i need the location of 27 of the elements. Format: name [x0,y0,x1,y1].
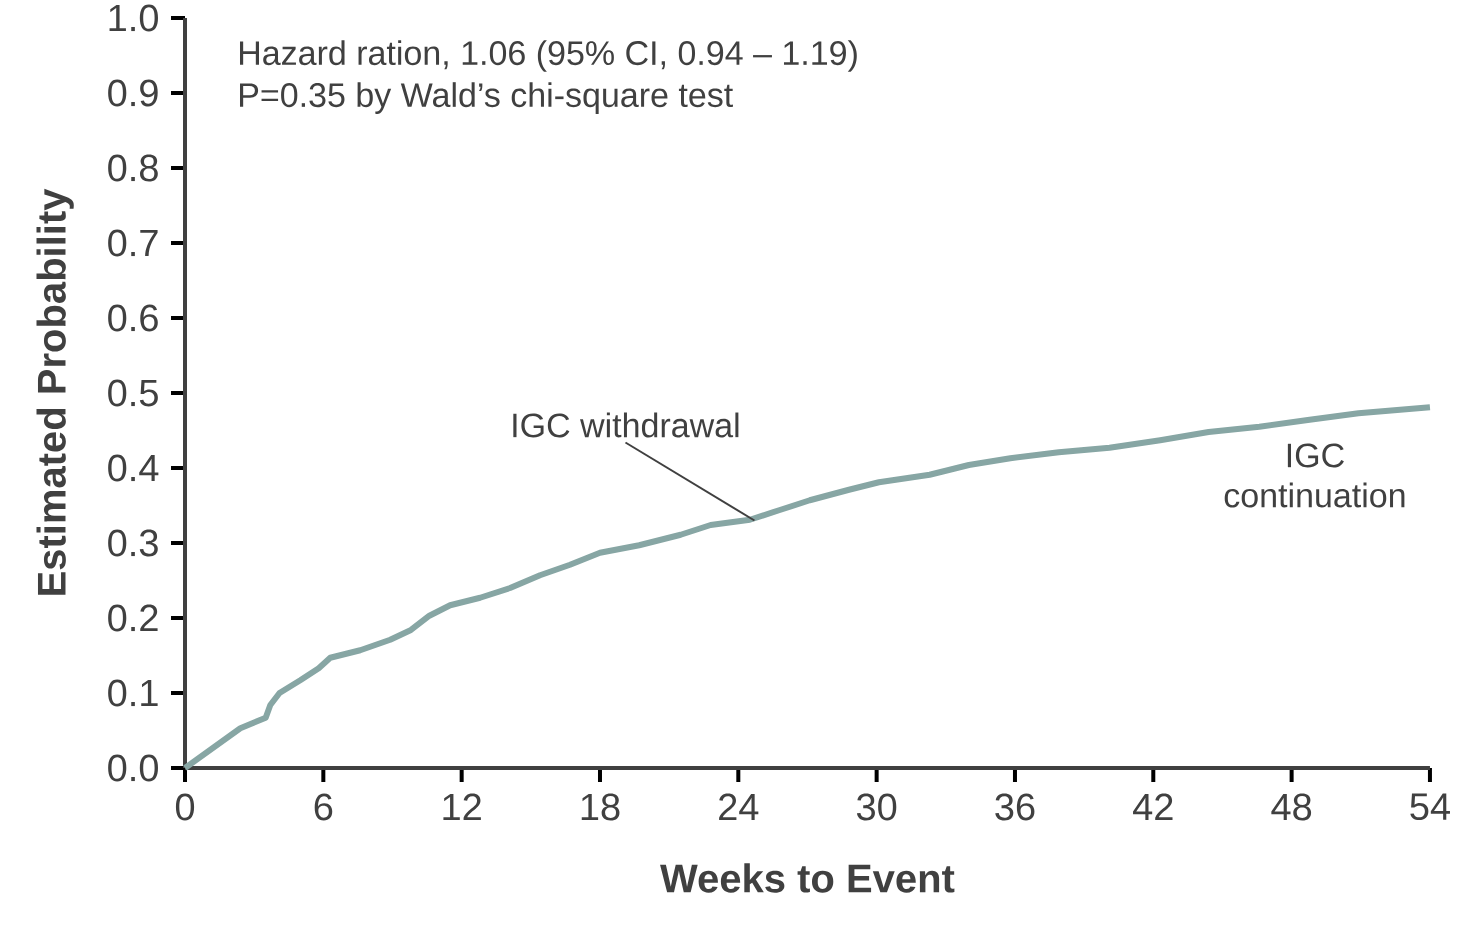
x-tick-label: 36 [995,793,1035,821]
annotation: Hazard ration, 1.06 (95% CI, 0.94 – 1.19) [240,40,857,72]
y-tick-label: 0.4 [108,454,159,482]
y-axis-title: Estimated Probability [36,188,74,595]
annotation: P=0.35 by Wald’s chi-square test [240,82,733,114]
annotation: IGC continuation [1224,443,1405,508]
x-tick-label: 48 [1271,793,1312,821]
x-tick-label: 24 [719,793,759,821]
y-tick-label: 0.9 [108,79,158,107]
y-tick-label: 0.3 [108,529,158,557]
y-tick-label: 0.8 [108,154,158,182]
y-tick-label: 0.5 [108,379,158,407]
x-tick-label: 54 [1410,793,1450,821]
x-axis-title: Weeks to Event [660,863,955,893]
y-tick-label: 0.1 [108,679,158,707]
x-tick-label: 6 [314,793,333,821]
y-tick-label: 1.0 [109,4,158,32]
y-tick-label: 0.2 [108,604,158,632]
x-tick-label: 12 [443,793,481,821]
x-tick-label: 0 [175,793,195,821]
x-tick-label: 30 [856,793,897,821]
x-tick-label: 42 [1133,793,1173,821]
y-tick-label: 0.7 [108,229,158,257]
y-tick-label: 0.6 [108,304,158,332]
y-tick-label: 0.0 [108,754,158,782]
annotation: IGC withdrawal [513,412,739,438]
x-tick-label: 18 [581,793,620,821]
